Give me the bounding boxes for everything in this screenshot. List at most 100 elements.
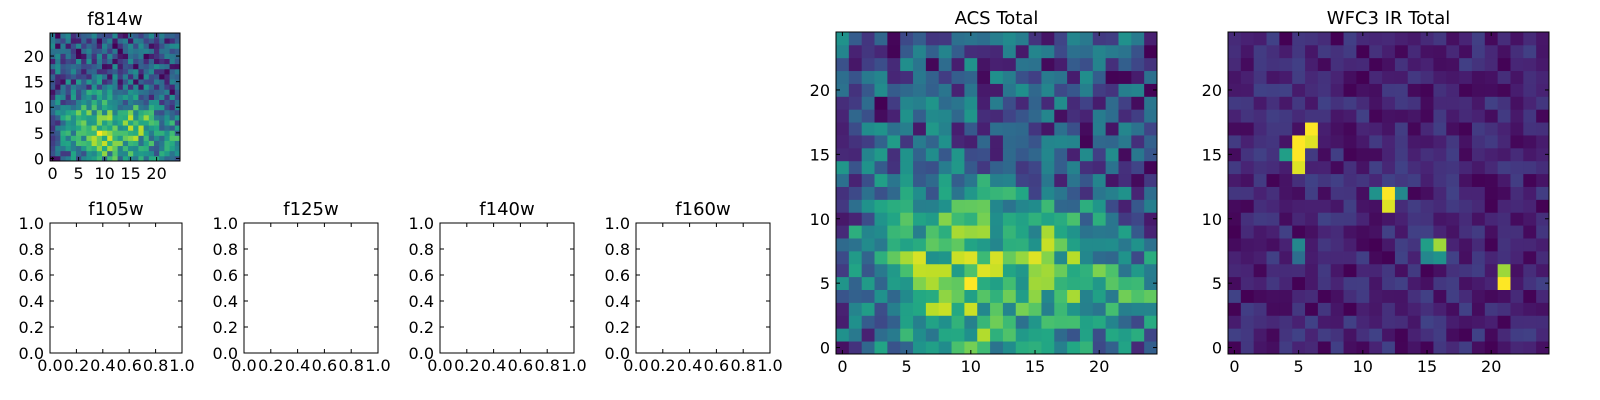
heatmap-cell	[1510, 160, 1524, 175]
heatmap-cell	[1079, 302, 1094, 316]
heatmap-cell	[65, 104, 72, 111]
heatmap-cell	[138, 140, 144, 147]
heatmap-cell	[122, 68, 129, 75]
heatmap-cell	[117, 109, 124, 116]
heatmap-cell	[1536, 276, 1550, 290]
heatmap-cell	[1015, 263, 1029, 278]
heatmap-cell	[1356, 341, 1370, 355]
heatmap-cell	[1041, 96, 1055, 110]
heatmap-cell	[1317, 199, 1332, 213]
heatmap-cell	[164, 120, 170, 126]
heatmap-cell	[1369, 44, 1383, 59]
heatmap-cell	[1028, 276, 1042, 290]
heatmap-cell	[174, 89, 181, 95]
heatmap-cell	[887, 109, 901, 123]
heatmap-cell	[1279, 315, 1293, 329]
y-tick-label: 0.6	[605, 266, 630, 285]
heatmap-cell	[1497, 44, 1511, 59]
heatmap-cell	[117, 135, 124, 141]
heatmap-cell	[1144, 70, 1158, 84]
heatmap-cell	[122, 99, 129, 106]
heatmap-cell	[112, 155, 118, 162]
heatmap-cell	[91, 43, 98, 49]
heatmap-cell	[1369, 32, 1383, 46]
heatmap-cell	[1015, 289, 1029, 303]
heatmap-cell	[1394, 315, 1409, 329]
heatmap-cell	[1015, 186, 1029, 200]
heatmap-cell	[91, 99, 98, 106]
heatmap-cell	[1028, 173, 1042, 187]
heatmap-cell	[951, 328, 965, 342]
heatmap-cell	[1279, 70, 1293, 84]
heatmap-cell	[1369, 135, 1383, 149]
heatmap-cell	[55, 48, 61, 54]
heatmap-cell	[1394, 289, 1409, 303]
heatmap-cell	[60, 104, 66, 111]
heatmap-cell	[1369, 315, 1383, 329]
heatmap-cell	[925, 238, 940, 252]
heatmap-cell	[65, 33, 72, 39]
heatmap-cell	[1459, 289, 1473, 303]
heatmap-cell	[848, 250, 863, 265]
heatmap-cell	[81, 104, 87, 111]
heatmap-cell	[102, 140, 108, 147]
heatmap-cell	[133, 130, 139, 136]
x-tick-label: 0.8	[730, 356, 755, 375]
heatmap-cell	[143, 114, 150, 121]
heatmap-cell	[1079, 341, 1094, 355]
heatmap-cell	[1092, 160, 1107, 175]
heatmap-cell	[874, 57, 888, 72]
heatmap-cell	[1079, 44, 1094, 59]
heatmap-cell	[887, 83, 901, 97]
heatmap-cell	[1292, 32, 1306, 46]
heatmap-cell	[86, 104, 92, 111]
heatmap-cell	[159, 48, 165, 54]
x-tick-label: 0.6	[312, 356, 337, 375]
heatmap-cell	[1356, 147, 1370, 162]
heatmap-cell	[60, 63, 66, 70]
heatmap-cell	[1015, 83, 1029, 97]
heatmap-cell	[1471, 289, 1486, 303]
heatmap-cell	[1002, 199, 1017, 213]
heatmap-cell	[1041, 160, 1055, 175]
heatmap-cell	[138, 79, 144, 85]
y-tick-label: 5	[1212, 274, 1222, 293]
heatmap-cell	[1536, 212, 1550, 226]
heatmap-cell	[102, 79, 108, 85]
heatmap-cell	[861, 315, 875, 329]
heatmap-cell	[112, 68, 118, 75]
heatmap-cell	[133, 140, 139, 147]
heatmap-cell	[1369, 70, 1383, 84]
heatmap-cell	[1067, 135, 1081, 149]
heatmap-cell	[96, 79, 103, 85]
heatmap-cell	[143, 120, 150, 126]
x-tick-label: 20	[1481, 357, 1501, 376]
heatmap-cell	[1330, 302, 1344, 316]
heatmap-cell	[148, 130, 155, 136]
heatmap-cell	[1394, 238, 1409, 252]
heatmap-cell	[60, 84, 66, 90]
heatmap-cell	[148, 38, 155, 44]
heatmap-cell	[1041, 250, 1055, 265]
heatmap-cell	[848, 341, 863, 355]
heatmap-cell	[874, 199, 888, 213]
heatmap-cell	[1041, 341, 1055, 355]
x-tick-label: 0.0	[231, 356, 256, 375]
heatmap-cell	[1279, 57, 1293, 72]
heatmap-cell	[159, 58, 165, 65]
heatmap-cell	[76, 109, 82, 116]
heatmap-cell	[1382, 109, 1396, 123]
heatmap-cell	[874, 250, 888, 265]
heatmap-cell	[1240, 57, 1255, 72]
heatmap-cell	[1523, 122, 1537, 136]
heatmap-cell	[1330, 83, 1344, 97]
heatmap-cell	[1510, 276, 1524, 290]
heatmap-cell	[1510, 263, 1524, 278]
heatmap-cell	[169, 150, 176, 157]
heatmap-cell	[1356, 109, 1370, 123]
heatmap-cell	[1131, 173, 1145, 187]
heatmap-cell	[1118, 199, 1132, 213]
heatmap-cell	[1002, 57, 1017, 72]
heatmap-cell	[1523, 212, 1537, 226]
heatmap-cell	[122, 43, 129, 49]
